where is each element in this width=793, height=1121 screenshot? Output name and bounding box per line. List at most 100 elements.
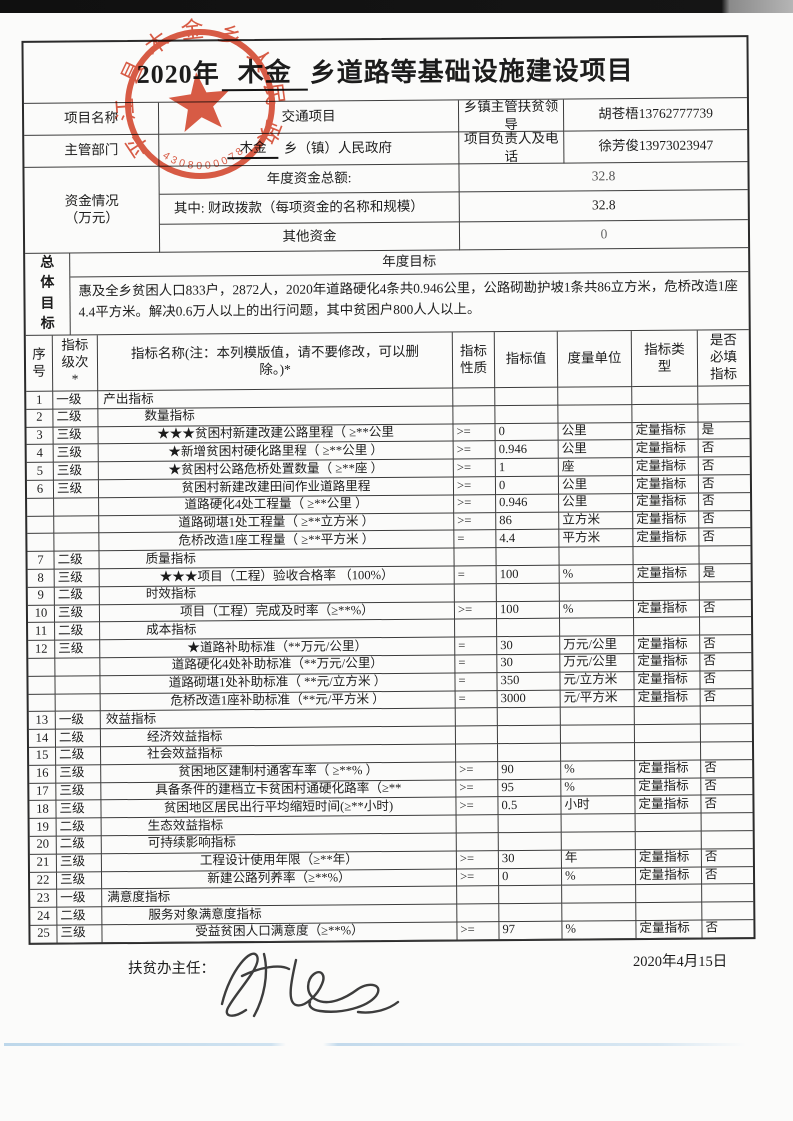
header-type: 指标类型 bbox=[631, 330, 699, 388]
row-required: 否 bbox=[699, 510, 751, 529]
row-value: 95 bbox=[498, 779, 562, 798]
row-value: 97 bbox=[499, 921, 563, 940]
row-unit bbox=[560, 707, 635, 726]
row-type: 定量指标 bbox=[632, 439, 699, 459]
row-level: 一级 bbox=[53, 391, 99, 410]
row-required: 是 bbox=[699, 564, 751, 583]
row-unit: 万元/公里 bbox=[560, 654, 635, 673]
row-nature bbox=[455, 726, 498, 745]
row-level: 三级 bbox=[53, 480, 100, 499]
row-value: 0 bbox=[498, 868, 563, 887]
row-level: 三级 bbox=[56, 853, 102, 873]
row-required bbox=[699, 546, 751, 565]
row-value: 0.946 bbox=[495, 441, 559, 460]
row-unit: 小时 bbox=[561, 796, 636, 815]
row-required: 否 bbox=[700, 688, 752, 707]
row-nature: >= bbox=[457, 922, 500, 941]
row-type: 定量指标 bbox=[634, 653, 701, 672]
row-level: 三级 bbox=[54, 604, 101, 623]
row-level: 三级 bbox=[56, 782, 102, 801]
row-number: 25 bbox=[30, 925, 58, 944]
indicator-table-body: 1 一级 产出指标 2 二级 数量指标 3 三级 ★★★贫困村新建改建公路里程（… bbox=[26, 386, 754, 944]
row-level bbox=[55, 676, 101, 695]
row-level: 二级 bbox=[55, 729, 102, 748]
row-unit: 公里 bbox=[559, 493, 634, 513]
header-nature: 指标性质 bbox=[452, 332, 496, 389]
row-value: 30 bbox=[497, 654, 561, 673]
row-nature: = bbox=[455, 672, 498, 692]
row-level bbox=[54, 533, 100, 552]
row-number: 21 bbox=[29, 854, 57, 873]
row-required: 否 bbox=[702, 920, 754, 939]
row-value: 1 bbox=[495, 458, 559, 478]
row-number: 24 bbox=[30, 907, 58, 926]
row-nature bbox=[456, 744, 499, 763]
township-leader-value: 胡苍梧13762777739 bbox=[563, 98, 748, 132]
row-number: 22 bbox=[29, 872, 58, 891]
row-unit bbox=[562, 885, 637, 904]
row-type: 定量指标 bbox=[634, 689, 701, 708]
row-type bbox=[633, 546, 700, 566]
row-required: 否 bbox=[701, 848, 753, 868]
row-unit bbox=[560, 743, 636, 762]
overall-goal-section: 总体目标 年度目标 惠及全乡贫困人口833户，2872人，2020年道路硬化4条… bbox=[25, 248, 749, 336]
row-required bbox=[700, 706, 752, 725]
row-type bbox=[636, 902, 703, 921]
row-level: 三级 bbox=[56, 800, 102, 819]
row-level bbox=[54, 515, 100, 535]
manager-value: 徐芳俊13973023947 bbox=[564, 130, 748, 164]
row-required bbox=[701, 813, 753, 832]
row-nature: >= bbox=[454, 512, 497, 531]
row-required: 否 bbox=[698, 439, 750, 458]
row-type: 定量指标 bbox=[635, 778, 702, 797]
row-value bbox=[496, 583, 560, 602]
row-required: 否 bbox=[698, 475, 751, 494]
row-value: 100 bbox=[496, 601, 561, 620]
row-number bbox=[28, 676, 56, 695]
row-number: 9 bbox=[27, 587, 55, 606]
row-level: 一级 bbox=[55, 711, 101, 730]
row-number bbox=[28, 658, 56, 677]
row-nature: >= bbox=[454, 494, 497, 514]
row-unit: % bbox=[562, 920, 637, 940]
row-type bbox=[632, 386, 699, 405]
row-value: 86 bbox=[496, 512, 560, 531]
row-required: 否 bbox=[701, 777, 753, 796]
row-nature: >= bbox=[456, 761, 499, 781]
row-number: 11 bbox=[28, 622, 56, 641]
row-unit: 年 bbox=[561, 849, 636, 869]
row-unit: 万元/公里 bbox=[560, 636, 635, 655]
row-type: 定量指标 bbox=[633, 600, 701, 619]
row-type: 定量指标 bbox=[635, 795, 702, 815]
row-value bbox=[499, 903, 563, 923]
header-no: 序号 bbox=[25, 335, 54, 392]
document-date: 2020年4月15日 bbox=[633, 954, 728, 970]
row-number: 10 bbox=[27, 605, 56, 624]
row-type: 定量指标 bbox=[633, 528, 700, 548]
row-unit: 座 bbox=[558, 458, 633, 477]
row-number bbox=[28, 694, 56, 713]
row-value bbox=[495, 387, 559, 406]
row-nature: >= bbox=[456, 779, 499, 798]
row-nature bbox=[457, 904, 500, 923]
row-nature: >= bbox=[456, 868, 500, 887]
funding-row-value: 32.8 bbox=[459, 162, 748, 193]
row-required: 否 bbox=[700, 670, 752, 690]
row-nature: = bbox=[455, 637, 498, 656]
funding-row-value: 32.8 bbox=[459, 190, 748, 223]
row-unit: 公里 bbox=[558, 476, 634, 495]
row-unit bbox=[559, 547, 634, 566]
row-number bbox=[27, 498, 55, 517]
row-level: 二级 bbox=[54, 587, 100, 606]
row-unit: % bbox=[559, 600, 635, 620]
row-value: 3000 bbox=[497, 690, 561, 709]
row-unit: % bbox=[561, 760, 636, 780]
row-type bbox=[634, 724, 701, 744]
township-leader-label: 乡镇主管扶贫领导 bbox=[458, 99, 565, 133]
row-nature: >= bbox=[453, 441, 496, 460]
row-required: 否 bbox=[699, 492, 751, 512]
header-required: 是否必填指标 bbox=[697, 330, 750, 387]
row-type: 定量指标 bbox=[634, 635, 701, 655]
row-required: 否 bbox=[700, 653, 752, 672]
row-nature: = bbox=[454, 566, 497, 585]
